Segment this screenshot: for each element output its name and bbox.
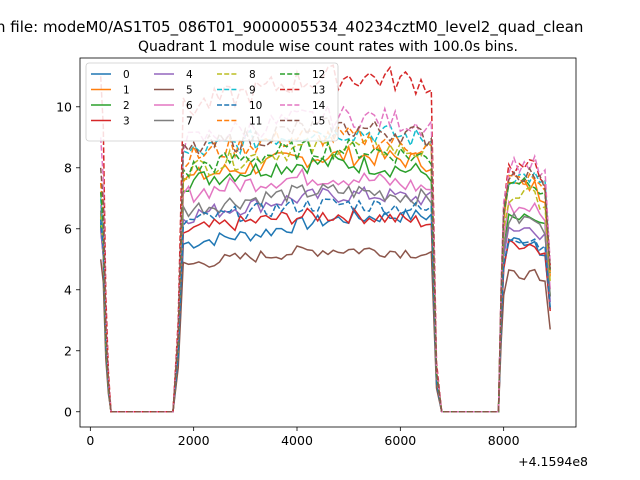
legend-label: 10	[249, 100, 262, 112]
series-line-4	[99, 185, 551, 413]
legend-entry: 2	[91, 100, 130, 112]
legend-entry: 11	[217, 116, 262, 128]
legend-entry: 0	[91, 69, 130, 81]
series-line-11	[99, 126, 551, 413]
series-line-5	[99, 245, 551, 413]
series-line-3	[99, 207, 551, 413]
legend-label: 5	[186, 85, 193, 97]
legend-label: 1	[123, 85, 130, 97]
legend-entry: 15	[280, 116, 325, 128]
legend-label: 3	[123, 116, 130, 128]
x-tick-label: 8000	[488, 433, 520, 448]
y-tick-label: 0	[64, 404, 72, 419]
legend-box	[85, 62, 339, 142]
legend-label: 15	[312, 116, 325, 128]
y-tick-label: 6	[64, 221, 72, 236]
y-tick-label: 4	[64, 282, 72, 297]
legend-label: 14	[312, 100, 326, 112]
figure-suptitle: n file: modeM0/AS1T05_086T01_9000005534_…	[0, 18, 583, 37]
legend-label: 7	[186, 116, 193, 128]
legend-label: 6	[186, 100, 193, 112]
x-tick-label: 6000	[384, 433, 416, 448]
legend-entry: 9	[217, 85, 256, 97]
legend-label: 8	[249, 69, 256, 81]
x-axis-offset-label: +4.1594e8	[518, 454, 588, 469]
legend-label: 4	[186, 69, 193, 81]
chart-title: Quadrant 1 module wise count rates with …	[138, 39, 518, 55]
y-tick-label: 8	[64, 160, 72, 175]
y-tick-label: 2	[64, 343, 72, 358]
legend-entry: 10	[217, 100, 262, 112]
series-line-0	[99, 208, 551, 413]
legend-entry: 3	[91, 116, 130, 128]
series-line-7	[99, 183, 551, 413]
legend-label: 0	[123, 69, 130, 81]
series-line-9	[99, 123, 551, 413]
x-axis: 0 2000 4000 6000 8000	[86, 427, 520, 448]
series-line-8	[99, 136, 551, 413]
legend-entry: 1	[91, 85, 130, 97]
legend-label: 2	[123, 100, 130, 112]
legend-label: 9	[249, 85, 256, 97]
legend-label: 11	[249, 116, 262, 128]
legend-entry: 7	[154, 116, 193, 128]
series-line-10	[99, 198, 551, 413]
legend-entry: 13	[280, 85, 325, 97]
legend-entry: 5	[154, 85, 193, 97]
x-tick-label: 2000	[178, 433, 210, 448]
series-line-6	[99, 167, 551, 413]
legend-entry: 12	[280, 69, 325, 81]
legend-entry: 6	[154, 100, 193, 112]
y-axis: 0 2 4 6 8 10	[56, 99, 80, 419]
legend-entry: 4	[154, 69, 193, 81]
legend-label: 13	[312, 85, 325, 97]
legend-entry: 14	[280, 100, 326, 112]
legend-entry: 8	[217, 69, 256, 81]
x-tick-label: 4000	[281, 433, 313, 448]
y-tick-label: 10	[56, 99, 72, 114]
legend-label: 12	[312, 69, 325, 81]
x-tick-label: 0	[86, 433, 94, 448]
series-line-2	[99, 153, 551, 413]
axes-frame	[79, 57, 577, 428]
series-line-12	[99, 138, 551, 413]
